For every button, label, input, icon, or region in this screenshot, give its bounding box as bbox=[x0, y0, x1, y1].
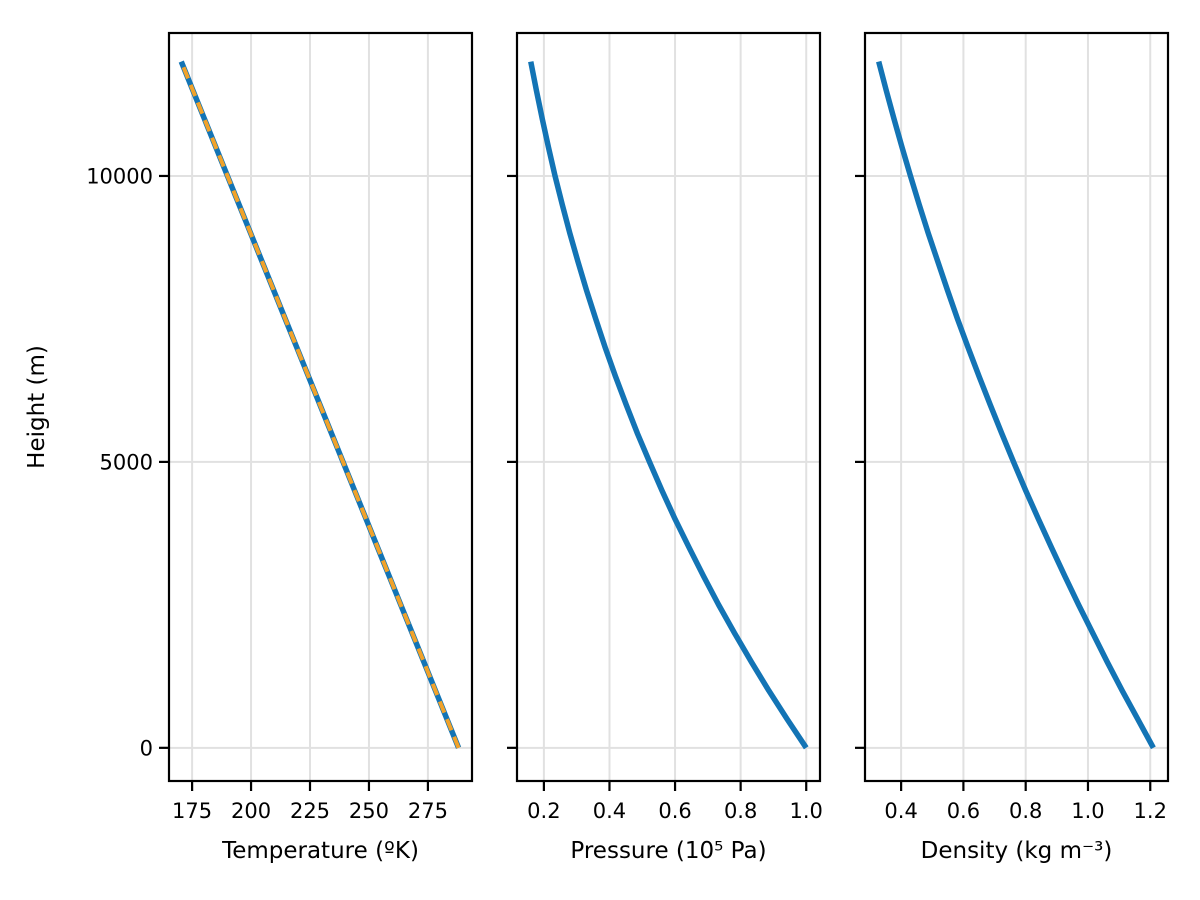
y-tick-label: 0 bbox=[140, 736, 153, 760]
temperature-curves bbox=[178, 60, 462, 749]
x-tick-label: 0.6 bbox=[947, 799, 980, 823]
x-tick-label: 175 bbox=[172, 799, 212, 823]
y-tick-label: 10000 bbox=[86, 164, 153, 188]
x-tick-label: 1.2 bbox=[1134, 799, 1167, 823]
axes-frame bbox=[863, 31, 1170, 783]
x-tick-label: 225 bbox=[290, 799, 330, 823]
density-curves bbox=[876, 60, 1156, 750]
density-axis-label: Density (kg m⁻³) bbox=[921, 838, 1113, 864]
x-tick-label: 0.8 bbox=[724, 799, 757, 823]
temperature-profile-dashed-curve bbox=[179, 60, 461, 749]
x-tick-label: 1.0 bbox=[790, 799, 823, 823]
pressure-curves bbox=[528, 61, 809, 750]
x-tick-label: 200 bbox=[231, 799, 271, 823]
pressure-profile-curve bbox=[528, 61, 809, 750]
density-profile-curve bbox=[876, 60, 1156, 750]
x-tick-label: 0.8 bbox=[1009, 799, 1042, 823]
subplot-temperature: 175 200 225 250 275 0 5000 10000 Temperature (ºK… bbox=[24, 31, 474, 864]
height-axis-label: Height (m) bbox=[24, 345, 50, 469]
axes-frame bbox=[515, 31, 822, 783]
x-tick-label: 275 bbox=[408, 799, 448, 823]
x-tick-label: 250 bbox=[349, 799, 389, 823]
x-tick-label: 0.4 bbox=[593, 799, 626, 823]
x-tick-label: 0.4 bbox=[884, 799, 917, 823]
axes-frame bbox=[167, 31, 474, 783]
x-tick-label: 0.2 bbox=[527, 799, 560, 823]
subplot-pressure: 0.2 0.4 0.6 0.8 1.0 Pressure (10⁵ Pa) bbox=[507, 31, 823, 864]
pressure-axis-label: Pressure (10⁵ Pa) bbox=[570, 838, 766, 864]
temperature-axis-label: Temperature (ºK) bbox=[221, 838, 419, 864]
y-tick-label: 5000 bbox=[100, 450, 153, 474]
subplot-density: 0.4 0.6 0.8 1.0 1.2 Density (kg m⁻³) bbox=[855, 31, 1170, 864]
x-tick-label: 0.6 bbox=[658, 799, 691, 823]
x-tick-label: 1.0 bbox=[1071, 799, 1104, 823]
